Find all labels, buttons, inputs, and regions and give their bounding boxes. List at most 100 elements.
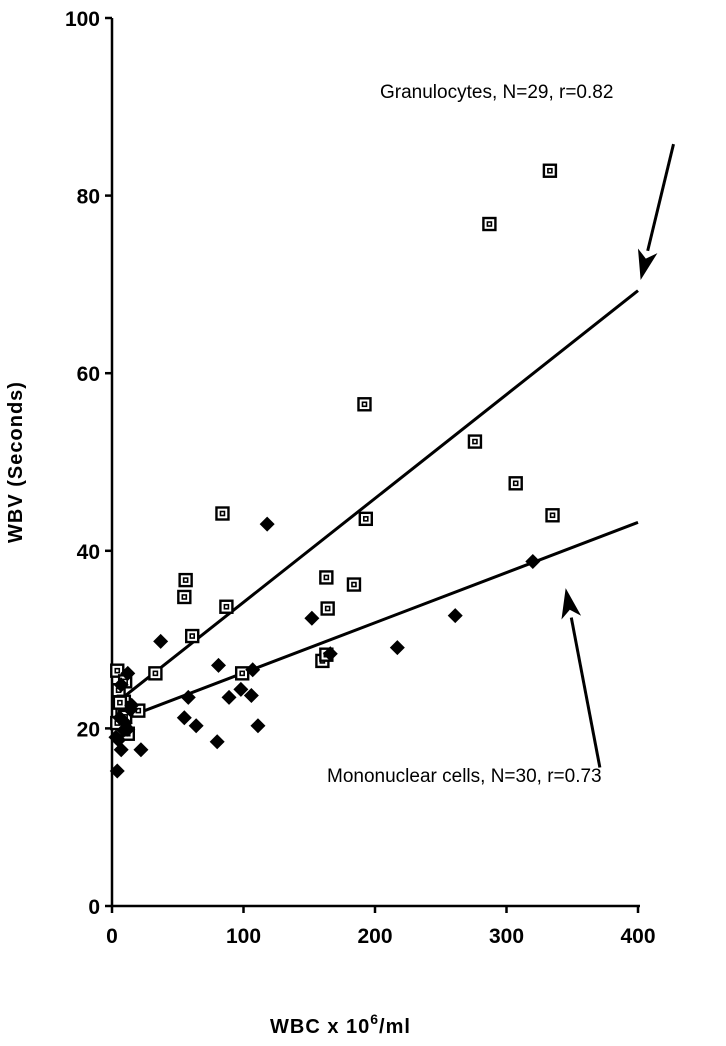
x-tick-label: 400 <box>620 925 655 948</box>
fit-lines <box>111 289 639 725</box>
mononuclear-point-diamond <box>250 718 266 734</box>
granulocytes-arrow-head <box>637 248 658 280</box>
mononuclear-point-diamond <box>188 718 204 734</box>
granulocytes-point-core <box>361 401 368 408</box>
mononuclear-point-diamond <box>117 715 133 731</box>
granulocytes-point <box>177 589 192 605</box>
mononuclear-point <box>211 657 227 673</box>
granulocytes-point-core <box>219 510 226 517</box>
granulocytes-point <box>319 570 334 585</box>
granulocytes-point-core <box>323 574 330 581</box>
granulocytes-point-core <box>362 516 369 522</box>
granulocytes-arrow-shaft <box>646 143 675 252</box>
x-axis-label: WBC x 106/ml <box>270 1011 411 1038</box>
mononuclear-point <box>259 516 275 532</box>
mononuclear-point <box>176 710 192 726</box>
x-axis-label-main: WBC x 10 <box>270 1016 370 1038</box>
mononuclear-arrow-shaft <box>569 617 602 768</box>
mononuclear-point <box>304 610 320 626</box>
granulocytes-point <box>358 511 373 527</box>
y-tick-label: 20 <box>77 718 100 741</box>
mononuclear-point <box>133 742 149 758</box>
mononuclear-annotation: Mononuclear cells, N=30, r=0.73 <box>327 766 602 787</box>
x-tick-label: 100 <box>226 925 261 948</box>
mononuclear-point <box>209 734 225 750</box>
granulocytes-point <box>320 601 335 616</box>
granulocytes-point <box>215 506 230 521</box>
granulocytes-point <box>346 577 362 592</box>
mononuclear-point-diamond <box>221 689 237 705</box>
granulocytes-point-core <box>472 438 478 445</box>
granulocytes-point-core <box>181 594 188 600</box>
mononuclear-fit-line <box>111 520 639 725</box>
granulocytes-point <box>508 476 523 491</box>
y-tick-label: 60 <box>77 363 100 386</box>
granulocytes-point <box>542 163 558 178</box>
granulocytes-point <box>357 397 372 412</box>
mononuclear-point <box>250 718 266 734</box>
mononuclear-point <box>322 646 338 662</box>
mononuclear-point <box>113 677 129 693</box>
mononuclear-point-diamond <box>525 553 541 569</box>
mononuclear-point-diamond <box>211 657 227 673</box>
granulocytes-point <box>482 216 497 232</box>
mononuclear-arrow-head <box>561 588 582 620</box>
x-tick-label: 200 <box>357 925 392 948</box>
mononuclear-point-diamond <box>111 732 127 748</box>
mononuclear-point-diamond <box>245 662 261 678</box>
granulocytes-point-core <box>223 603 230 610</box>
mononuclear-point-diamond <box>259 516 275 532</box>
x-axis-label-exponent: 6 <box>370 1011 379 1027</box>
x-tick-label: 300 <box>489 925 524 948</box>
mononuclear-point <box>447 608 463 624</box>
granulocytes-point-core <box>324 605 331 612</box>
mononuclear-point <box>245 662 261 678</box>
x-ticks: 0 100 200 300 400 <box>106 906 656 948</box>
mononuclear-point <box>180 689 196 705</box>
granulocytes-arrow <box>637 143 675 280</box>
mononuclear-point <box>188 718 204 734</box>
y-ticks: 0 20 40 60 80 100 <box>65 8 112 919</box>
mononuclear-point-diamond <box>233 681 249 697</box>
mononuclear-point <box>120 665 136 681</box>
granulocytes-point <box>545 508 560 523</box>
y-tick-label: 0 <box>88 896 100 919</box>
mononuclear-point <box>243 688 259 704</box>
mononuclear-point <box>221 689 237 705</box>
granulocytes-point-core <box>114 667 121 674</box>
y-tick-label: 80 <box>77 186 100 209</box>
mononuclear-point-diamond <box>447 608 463 624</box>
mononuclear-point <box>117 715 133 731</box>
y-axis-label: WBV (Seconds) <box>5 381 27 543</box>
mononuclear-point <box>153 633 169 649</box>
mononuclear-point-diamond <box>109 763 125 779</box>
granulocytes-point <box>112 695 128 710</box>
granulocytes-point <box>178 572 193 588</box>
mononuclear-point-diamond <box>122 702 138 718</box>
granulocytes-annotation: Granulocytes, N=29, r=0.82 <box>380 82 613 103</box>
granulocytes-point-core <box>486 221 493 227</box>
granulocytes-point-core <box>351 581 357 588</box>
granulocytes-point <box>234 666 250 681</box>
mononuclear-point-diamond <box>120 665 136 681</box>
granulocytes-point-core <box>182 577 189 583</box>
granulocytes-point-core <box>117 699 123 706</box>
mononuclear-point <box>389 640 405 656</box>
mononuclear-point-diamond <box>180 689 196 705</box>
mononuclear-arrow <box>561 588 602 768</box>
mononuclear-point-diamond <box>243 688 259 704</box>
mononuclear-point-diamond <box>304 610 320 626</box>
mononuclear-point-diamond <box>153 633 169 649</box>
mononuclear-point-diamond <box>389 640 405 656</box>
granulocytes-point <box>219 599 234 614</box>
x-axis-label-unit: /ml <box>379 1016 411 1038</box>
mononuclear-point <box>111 732 127 748</box>
mononuclear-point <box>525 553 541 569</box>
data-points <box>108 163 560 779</box>
granulocytes-point <box>467 434 483 449</box>
y-tick-label: 100 <box>65 8 100 31</box>
granulocytes-point <box>185 628 200 644</box>
mononuclear-point-diamond <box>133 742 149 758</box>
granulocytes-point-core <box>152 670 159 677</box>
